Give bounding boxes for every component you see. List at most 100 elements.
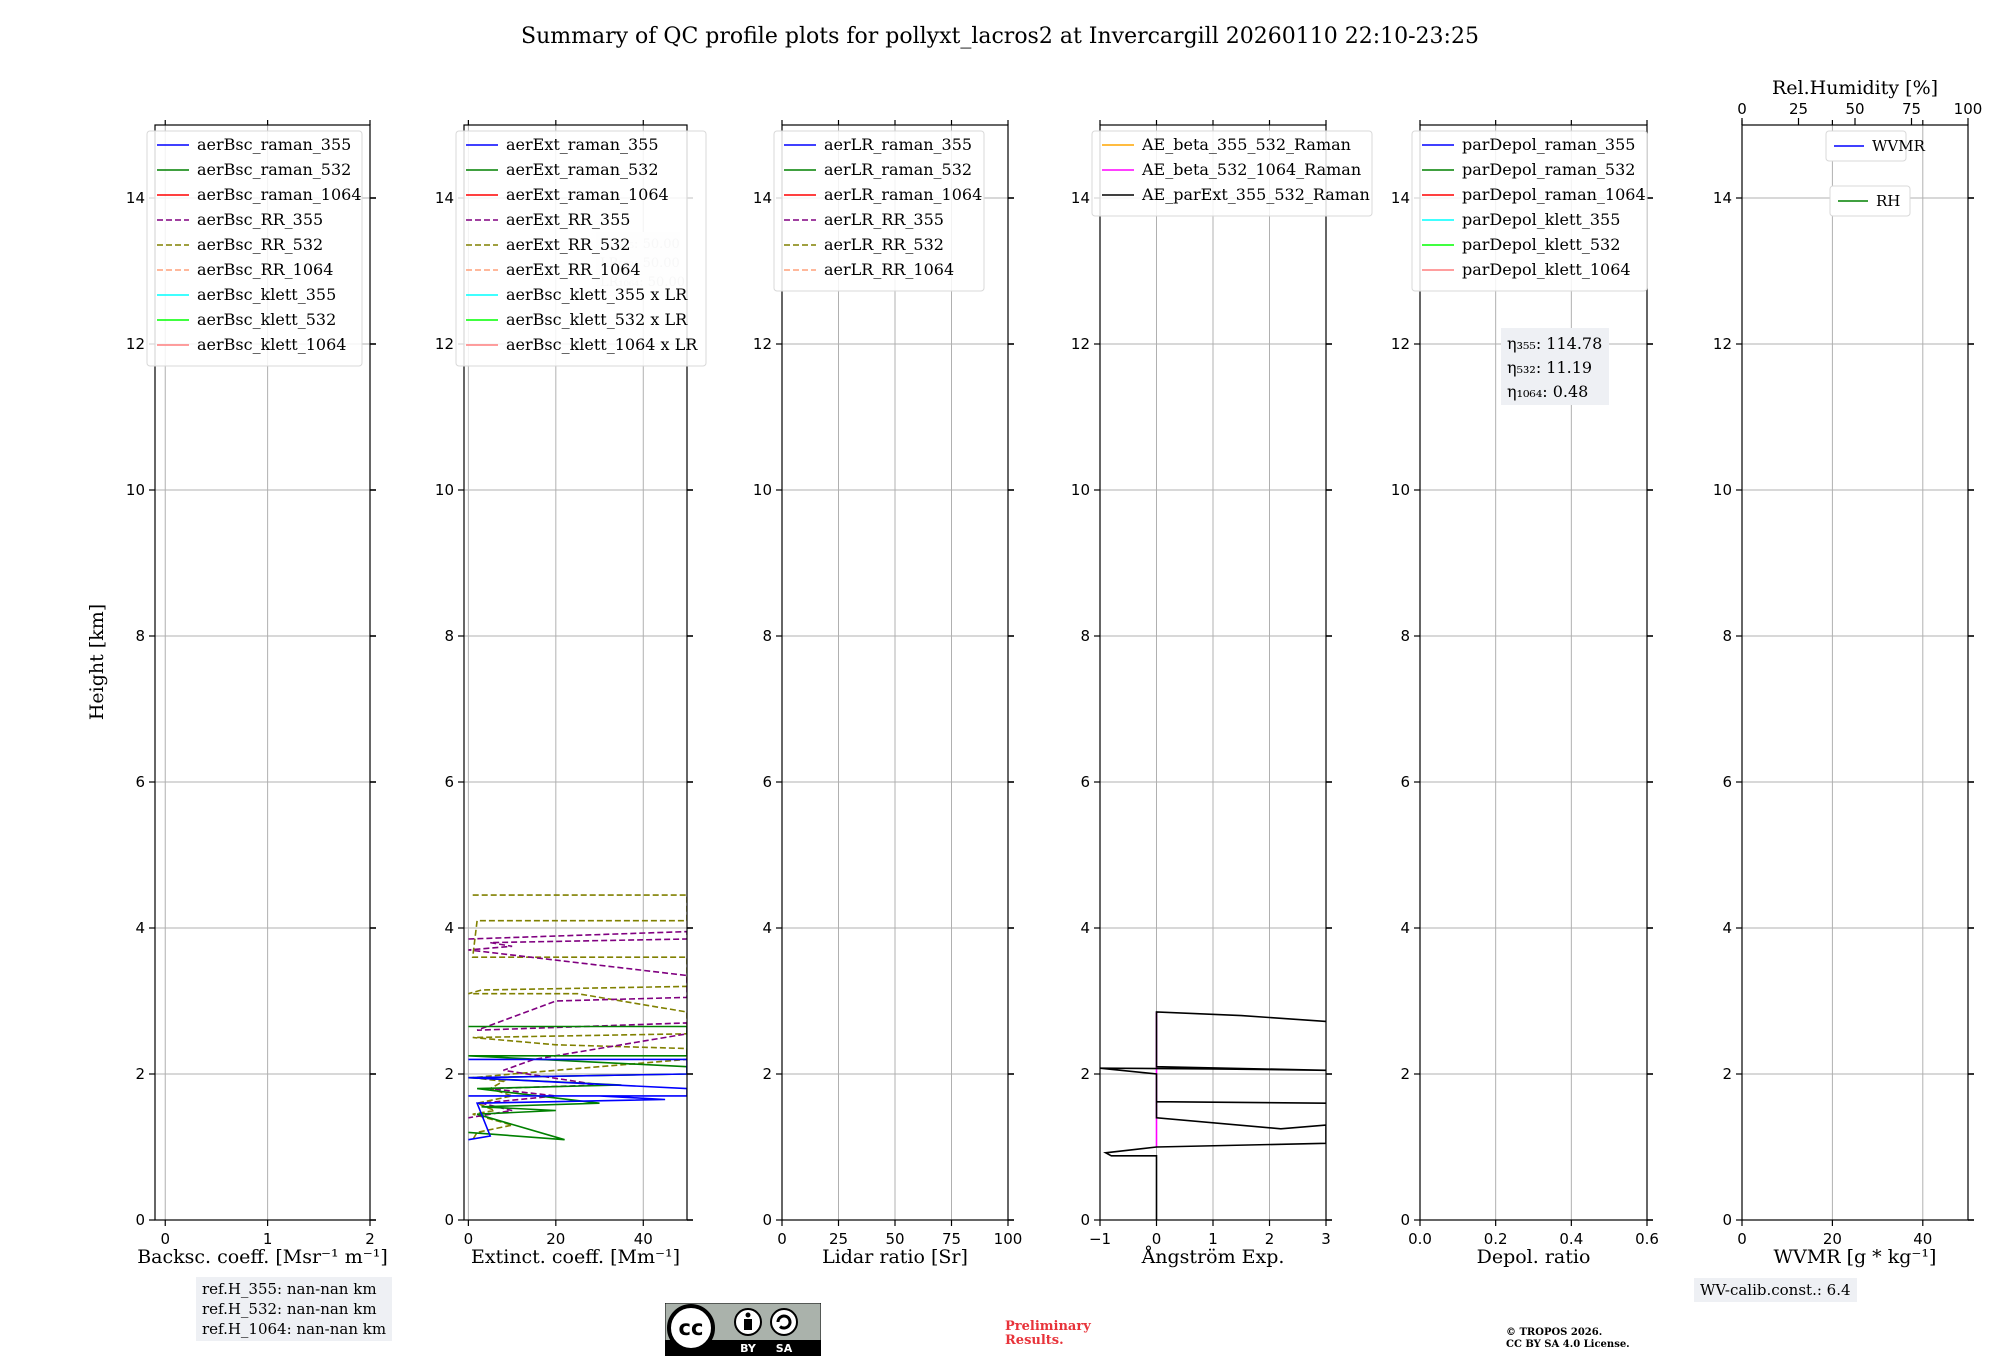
y-tick-label: 10 [435,481,454,499]
share-alike-icon [770,1308,798,1336]
legend-entry-label: aerExt_raman_1064 [506,185,669,204]
legend-frame [1091,130,1373,217]
ref-height-1064: ref.H_1064: nan-nan km [202,1320,387,1338]
ref-height-355: ref.H_355: nan-nan km [202,1280,377,1298]
panel-lr: 0 25 50 75 100 0 2 4 6 8 10 12 14 Lidar ratio [Sr] aer… [753,120,1022,1268]
copyright-line-2: CC BY SA 4.0 License. [1506,1339,1630,1350]
panel-wv: 0 20 40 0 2 4 6 8 10 12 14 WVMR [g * kg⁻¹] 0 25 50 75 10… [1713,77,1982,1268]
y-tick-label: 6 [135,773,145,791]
cc-logo-text: cc [679,1316,704,1340]
copyright-note: © TROPOS 2026. CC BY SA 4.0 License. [1506,1327,1630,1351]
legend-entry-label: aerExt_raman_355 [506,135,659,154]
x-tick-label: 0 [777,1230,787,1248]
legend-entry-label: aerLR_raman_532 [824,160,972,179]
legend-frame [146,130,363,367]
y-tick-label: 8 [1080,627,1090,645]
eta-label: η₁₀₆₄: 0.48 [1507,382,1588,401]
axes-frame [463,124,688,1221]
y-tick-label: 14 [435,189,454,207]
y-tick-label: 4 [1722,919,1732,937]
sa-label: SA [776,1342,793,1355]
y-tick-label: 10 [1713,481,1732,499]
legend-entry-label: aerLR_RR_1064 [824,260,954,279]
x-axis-label: Ångström Exp. [1141,1246,1285,1268]
x-axis-label: Lidar ratio [Sr] [822,1246,968,1268]
series-group [468,894,687,1141]
top-x-axis-label: Rel.Humidity [%] [1772,77,1938,99]
series-line-AE_parExt_355_532_Raman [1100,1011,1326,1220]
axes-frame [1741,124,1969,1221]
series-line-aerExt_RR_532 [468,894,687,1141]
y-tick-label: 6 [1722,773,1732,791]
x-tick-label: 0.4 [1559,1230,1583,1248]
eta-label: η₃₅₅: 114.78 [1507,334,1602,353]
x-tick-label: 0.2 [1484,1230,1508,1248]
legend-entry-label: aerBsc_klett_532 [197,310,336,329]
panel-depol: 0.0 0.2 0.4 0.6 0 2 4 6 8 10 12 14 Depol. ratio η₃₅₅:… [1391,120,1659,1268]
legend-entry-label: aerExt_RR_1064 [506,260,641,279]
legend-entry-label: aerBsc_klett_532 x LR [506,310,688,329]
x-tick-label: 0.6 [1635,1230,1659,1248]
x-axis-label: Depol. ratio [1477,1246,1591,1268]
x-tick-label: 0 [1152,1230,1162,1248]
legend: aerLR_raman_355 aerLR_raman_532 aerLR_rama… [773,130,985,292]
x-tick-label: 0 [160,1230,170,1248]
legend-entry-label: parDepol_raman_1064 [1462,185,1646,204]
y-tick-label: 2 [1080,1065,1090,1083]
y-tick-label: 0 [1080,1211,1090,1229]
top-x-tick-label: 25 [1789,100,1808,118]
y-tick-label: 10 [126,481,145,499]
x-tick-label: 75 [942,1230,961,1248]
legend-entry-label: aerLR_RR_532 [824,235,944,254]
legend-frame [455,130,707,367]
y-axis-label: Height [km] [86,604,108,720]
x-tick-label: 25 [829,1230,848,1248]
y-tick-label: 4 [135,919,145,937]
y-tick-label: 2 [135,1065,145,1083]
y-tick-label: 6 [1400,773,1410,791]
legend-entry-label: parDepol_klett_1064 [1462,260,1631,279]
y-tick-label: 14 [1071,189,1090,207]
x-tick-label: 40 [634,1230,653,1248]
y-tick-label: 0 [1722,1211,1732,1229]
x-tick-label: 0 [1737,1230,1747,1248]
y-tick-label: 12 [1713,335,1732,353]
legend: aerExt_raman_355 aerExt_raman_532 aerExt_r… [455,130,707,367]
y-tick-label: 14 [126,189,145,207]
y-tick-label: 4 [1400,919,1410,937]
y-tick-label: 6 [1080,773,1090,791]
legend-frame [773,130,985,292]
preliminary-line-1: Preliminary [1005,1319,1091,1334]
y-tick-label: 12 [753,335,772,353]
x-tick-label: 50 [885,1230,904,1248]
y-tick-label: 2 [762,1065,772,1083]
legend-entry-label: aerBsc_klett_1064 [197,335,346,354]
eta-label-group: η₃₅₅: 114.78 η₅₃₂: 11.19 η₁₀₆₄: 0.48 [1501,328,1609,405]
top-x-tick-label: 0 [1737,100,1747,118]
y-tick-label: 12 [1071,335,1090,353]
axes-frame [154,124,371,1221]
y-tick-label: 6 [762,773,772,791]
legend-entry-label: aerBsc_klett_355 [197,285,336,304]
x-tick-label: 20 [1823,1230,1842,1248]
x-axis-label: Extinct. coeff. [Mm⁻¹] [471,1246,680,1268]
y-tick-label: 4 [444,919,454,937]
cc-logo-icon [667,1304,715,1352]
wv-calib-text: WV-calib.const.: 6.4 [1700,1281,1851,1299]
legend-entry-label: parDepol_raman_532 [1462,160,1635,179]
x-tick-label: 100 [994,1230,1023,1248]
y-tick-label: 0 [135,1211,145,1229]
legend-entry-label: RH [1876,192,1900,210]
preliminary-note: Preliminary Results. [1005,1320,1091,1348]
legend-entry-label: aerLR_raman_1064 [824,185,982,204]
y-tick-label: 10 [1071,481,1090,499]
legend-entry-label: aerBsc_klett_355 x LR [506,285,688,304]
x-tick-label: 20 [546,1230,565,1248]
y-tick-label: 12 [435,335,454,353]
legend-entry-label: aerLR_RR_355 [824,210,944,229]
y-tick-label: 8 [135,627,145,645]
legend-entry-label: aerExt_RR_355 [506,210,630,229]
